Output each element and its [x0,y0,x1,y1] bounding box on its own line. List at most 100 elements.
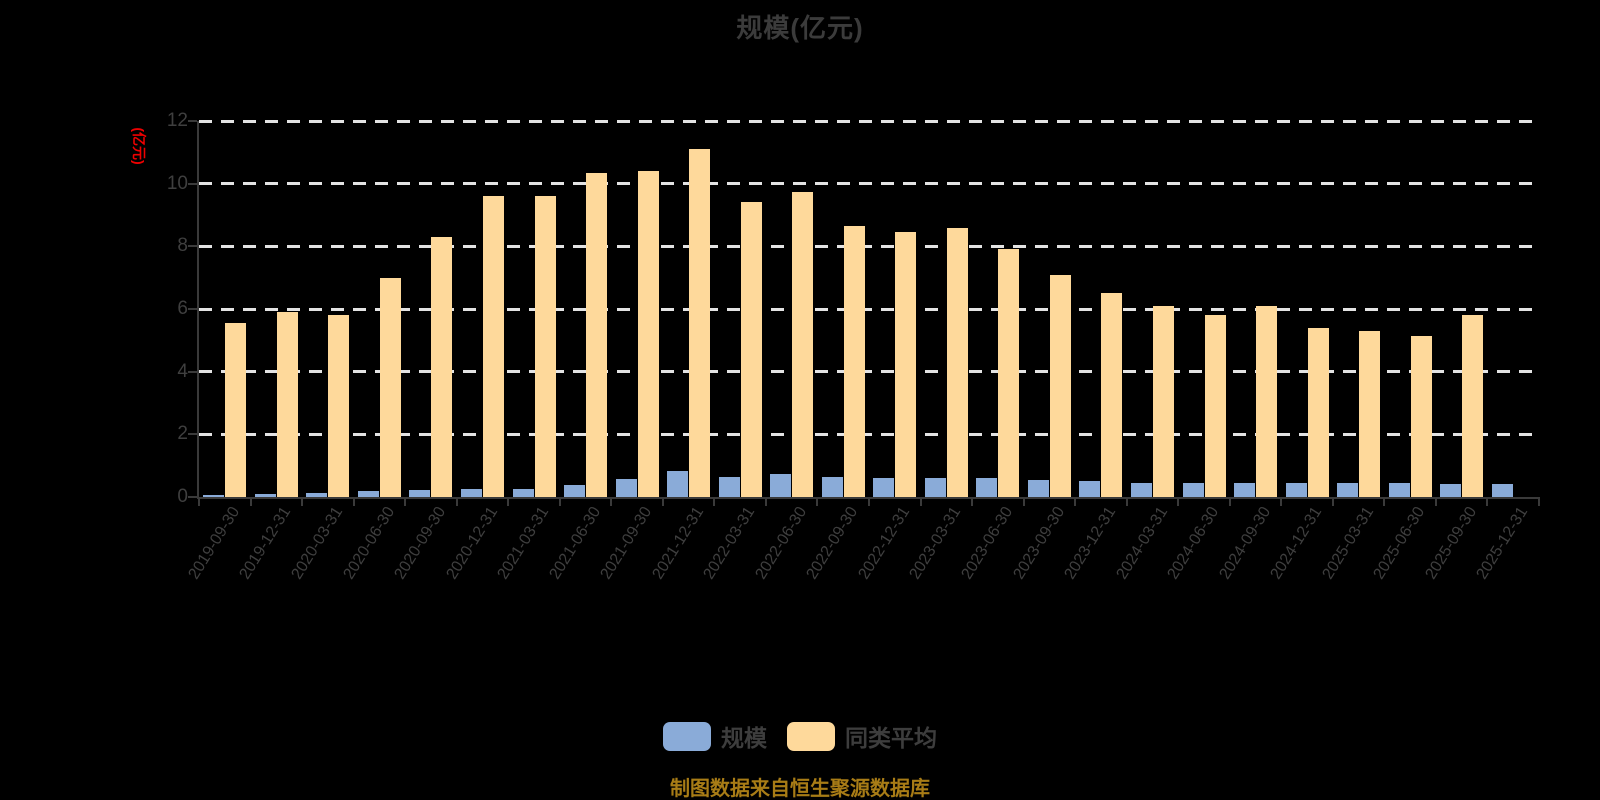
bar-同类平均-2021-06-30[interactable] [586,172,608,497]
x-axis-tick-label: 2024-06-30 [1164,504,1223,583]
bar-规模-2022-03-31[interactable] [718,477,740,497]
bar-同类平均-2023-03-31[interactable] [946,227,968,497]
bar-同类平均-2019-12-31[interactable] [276,312,298,497]
bar-规模-2020-03-31[interactable] [306,493,328,497]
bar-同类平均-2020-06-30[interactable] [379,277,401,497]
bar-规模-2024-06-30[interactable] [1182,482,1204,497]
bar-规模-2024-09-30[interactable] [1234,482,1256,497]
y-axis-tick-label: 6 [177,298,188,319]
y-axis-tick [188,308,197,310]
bar-同类平均-2021-12-31[interactable] [689,149,711,497]
bar-规模-2025-09-30[interactable] [1440,483,1462,497]
legend-item-peer-average[interactable]: 同类平均 [787,719,937,753]
bar-规模-2022-12-31[interactable] [873,478,895,497]
x-axis-tick [1486,497,1489,506]
y-axis-tick-label: 10 [166,172,188,194]
bar-同类平均-2022-03-31[interactable] [740,202,762,497]
bar-同类平均-2025-06-30[interactable] [1410,335,1432,497]
x-axis-tick [610,497,613,506]
bar-规模-2023-06-30[interactable] [976,478,998,497]
bar-规模-2020-06-30[interactable] [357,491,379,497]
bar-规模-2021-06-30[interactable] [564,485,586,497]
x-axis-tick [1280,497,1283,506]
bar-规模-2022-06-30[interactable] [770,474,792,497]
bar-规模-2023-09-30[interactable] [1027,479,1049,497]
legend-item-scale[interactable]: 规模 [663,719,767,753]
x-axis-tick-label: 2021-06-30 [546,504,604,583]
bar-规模-2022-09-30[interactable] [821,477,843,497]
bar-规模-2025-06-30[interactable] [1388,482,1410,497]
x-axis-tick [713,497,716,506]
x-axis-tick-label: 2022-06-30 [752,504,811,583]
bar-规模-2019-09-30[interactable] [203,495,225,497]
bar-规模-2019-12-31[interactable] [254,494,276,497]
bar-同类平均-2023-09-30[interactable] [1049,274,1071,497]
bar-同类平均-2019-09-30[interactable] [225,323,247,497]
bar-规模-2023-03-31[interactable] [924,477,946,497]
x-axis-tick-label: 2020-12-31 [443,504,501,583]
y-axis-tick [188,433,197,436]
bar-同类平均-2021-03-31[interactable] [534,196,556,497]
gridline [199,182,1539,186]
y-axis-tick-label: 8 [177,235,188,257]
bar-同类平均-2020-09-30[interactable] [431,236,453,497]
bar-规模-2024-03-31[interactable] [1130,482,1152,497]
x-axis-tick [764,497,767,506]
x-axis-tick [507,497,510,506]
x-axis-tick [868,497,870,506]
x-axis-tick [919,497,922,506]
bar-同类平均-2020-12-31[interactable] [482,196,504,497]
bar-同类平均-2020-03-31[interactable] [328,315,350,497]
x-axis-tick-label: 2022-03-31 [700,504,759,583]
legend-swatch-peer-average-icon [787,721,835,751]
bar-规模-2020-09-30[interactable] [409,490,431,497]
x-axis-tick [198,497,200,506]
bar-同类平均-2024-09-30[interactable] [1256,305,1278,497]
bar-规模-2021-09-30[interactable] [615,478,637,497]
bar-规模-2021-03-31[interactable] [512,489,534,497]
x-axis-tick [1022,497,1025,506]
bar-同类平均-2024-06-30[interactable] [1204,315,1226,497]
source-note: 制图数据来自恒生聚源数据库 [670,778,930,800]
x-axis-tick-label: 2020-06-30 [340,504,398,583]
x-axis-tick-label: 2019-12-31 [236,504,295,583]
bar-规模-2025-12-31[interactable] [1491,484,1513,497]
x-axis-tick [404,497,407,506]
bar-同类平均-2022-09-30[interactable] [843,225,865,497]
bar-同类平均-2023-12-31[interactable] [1101,293,1123,497]
x-axis-tick-label: 2021-12-31 [649,504,708,583]
bar-同类平均-2023-06-30[interactable] [998,249,1020,497]
bar-同类平均-2021-09-30[interactable] [637,171,659,497]
y-axis-tick-label: 2 [177,423,188,445]
bar-规模-2024-12-31[interactable] [1285,482,1307,497]
x-axis-tick-label: 2023-03-31 [906,504,965,583]
gridline [199,432,1539,436]
x-axis-tick [1074,497,1077,506]
y-axis-tick-label: 12 [166,110,188,131]
bar-同类平均-2022-12-31[interactable] [895,232,917,497]
x-axis-tick [1538,497,1540,506]
bar-同类平均-2025-03-31[interactable] [1359,330,1381,497]
x-axis-tick-label: 2024-03-31 [1113,504,1171,583]
x-axis-tick-label: 2022-09-30 [803,504,862,583]
chart-title: 规模(亿元) [736,13,864,43]
y-axis-unit-label: (亿元) [131,127,147,165]
bar-规模-2023-12-31[interactable] [1079,481,1101,497]
bar-规模-2020-12-31[interactable] [460,489,482,497]
x-axis-tick-label: 2025-09-30 [1422,504,1481,583]
bar-同类平均-2024-03-31[interactable] [1152,305,1174,497]
x-axis-tick [971,497,974,506]
x-axis-tick-label: 2021-09-30 [597,504,656,583]
x-axis-tick [1383,497,1386,506]
x-axis-tick-label: 2025-06-30 [1370,504,1429,583]
x-axis-tick [558,497,561,506]
bar-同类平均-2025-09-30[interactable] [1462,315,1484,497]
bar-规模-2021-12-31[interactable] [667,471,689,497]
x-axis-tick [1331,497,1334,506]
x-axis-tick-label: 2025-03-31 [1319,504,1378,583]
legend-label-peer-average: 同类平均 [845,725,937,751]
bar-同类平均-2024-12-31[interactable] [1307,327,1329,497]
x-axis-tick-label: 2019-09-30 [185,504,244,583]
bar-同类平均-2022-06-30[interactable] [792,191,814,497]
bar-规模-2025-03-31[interactable] [1337,482,1359,497]
